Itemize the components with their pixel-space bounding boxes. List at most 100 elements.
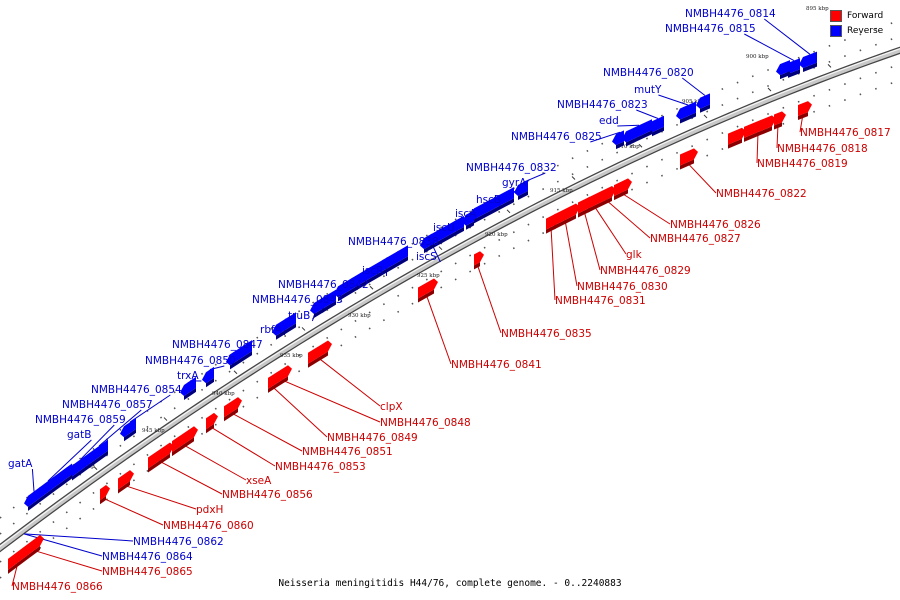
forward-gene[interactable] (172, 426, 198, 457)
reverse-gene[interactable] (180, 376, 196, 400)
reverse-gene[interactable] (676, 101, 696, 124)
forward-gene-label[interactable]: glk (626, 249, 643, 261)
reverse-gene[interactable] (202, 366, 214, 388)
forward-gene[interactable] (474, 251, 484, 270)
forward-gene-label[interactable]: NMBH4476_0830 (577, 281, 668, 293)
reverse-gene[interactable] (622, 119, 652, 147)
reverse-gene-label[interactable]: iscA (455, 208, 477, 220)
forward-gene-label[interactable]: NMBH4476_0827 (650, 233, 741, 245)
reverse-gene[interactable] (68, 452, 90, 481)
reverse-gene-label[interactable]: NMBH4476_0814 (685, 8, 776, 20)
reverse-gene-label[interactable]: NMBH4476_0862 (133, 536, 224, 548)
forward-gene[interactable] (268, 372, 280, 393)
reverse-gene-label[interactable]: NMBH4476_0847 (172, 339, 263, 351)
reverse-gene[interactable] (696, 93, 710, 113)
reverse-gene[interactable] (272, 312, 296, 340)
forward-gene[interactable] (118, 470, 134, 494)
forward-gene-label[interactable]: NMBH4476_0856 (222, 489, 313, 501)
reverse-gene-label[interactable]: NMBH4476_0825 (511, 131, 602, 143)
reverse-gene-label[interactable]: NMBH4476_0854 (91, 384, 182, 396)
reverse-gene-label[interactable]: gatA (8, 458, 33, 470)
forward-gene-label[interactable]: clpX (380, 401, 403, 413)
forward-gene-label[interactable]: NMBH4476_0822 (716, 188, 807, 200)
reverse-gene-label[interactable]: iscU (433, 222, 455, 234)
forward-gene[interactable] (308, 340, 332, 368)
forward-gene-label[interactable]: NMBH4476_0835 (501, 328, 592, 340)
reverse-gene[interactable] (420, 233, 432, 254)
reverse-gene[interactable] (36, 475, 56, 502)
forward-gene-label[interactable]: NMBH4476_0826 (670, 219, 761, 231)
reverse-gene-label[interactable]: iscR (362, 265, 383, 277)
forward-gene[interactable] (680, 148, 698, 170)
reverse-gene[interactable] (362, 245, 408, 285)
reverse-gene-label[interactable]: NMBH4476_0832 (466, 162, 557, 174)
forward-gene[interactable] (546, 213, 560, 234)
reverse-gene-label[interactable]: NMBH4476_0857 (62, 399, 153, 411)
reverse-gene[interactable] (799, 51, 817, 73)
forward-gene[interactable] (774, 111, 786, 130)
forward-gene[interactable] (418, 278, 438, 303)
forward-gene[interactable] (276, 365, 292, 388)
reverse-gene-label[interactable]: NMBH4476_0838 (348, 236, 439, 248)
reverse-gene-label[interactable]: rbfA (260, 324, 283, 336)
reverse-gene-label[interactable]: gatB (67, 429, 91, 441)
forward-gene[interactable] (600, 186, 616, 207)
forward-gene[interactable] (100, 485, 110, 505)
forward-gene[interactable] (728, 127, 746, 149)
reverse-gene[interactable] (310, 296, 324, 319)
reverse-gene-label[interactable]: hscB (476, 194, 501, 206)
forward-gene-label[interactable]: NMBH4476_0817 (800, 127, 891, 139)
forward-gene[interactable] (798, 101, 812, 120)
forward-gene-label[interactable]: NMBH4476_0841 (451, 359, 542, 371)
reverse-gene-label[interactable]: gyrA (502, 177, 527, 189)
reverse-gene-label[interactable]: NMBH4476_0864 (102, 551, 193, 563)
reverse-gene-label[interactable]: edd (599, 115, 619, 127)
forward-gene-label[interactable]: NMBH4476_0866 (12, 581, 103, 593)
reverse-gene[interactable] (334, 269, 366, 302)
reverse-gene-label[interactable]: NMBH4476_0815 (665, 23, 756, 35)
reverse-gene-label[interactable]: NMBH4476_0843 (252, 294, 343, 306)
forward-gene-label[interactable]: NMBH4476_0860 (163, 520, 254, 532)
forward-gene[interactable] (206, 412, 218, 434)
reverse-gene-label[interactable]: trxA (177, 370, 199, 382)
forward-gene-label[interactable]: NMBH4476_0818 (777, 143, 868, 155)
reverse-gene-label[interactable]: truB (288, 310, 310, 322)
reverse-gene-label[interactable]: NMBH4476_0850 (145, 355, 236, 367)
reverse-gene-label[interactable]: mutY (634, 84, 662, 96)
reverse-gene-label[interactable]: NMBH4476_0842 (278, 279, 369, 291)
forward-gene-label[interactable]: NMBH4476_0851 (302, 446, 393, 458)
reverse-gene[interactable] (776, 60, 790, 80)
reverse-gene-label[interactable]: NMBH4476_0823 (557, 99, 648, 111)
forward-gene[interactable] (744, 115, 776, 142)
forward-gene-label[interactable]: NMBH4476_0853 (275, 461, 366, 473)
forward-gene[interactable] (28, 534, 44, 559)
reverse-gene[interactable] (86, 439, 108, 468)
forward-gene-label[interactable]: NMBH4476_0865 (102, 566, 193, 578)
reverse-gene-label[interactable]: iscS (416, 251, 437, 263)
reverse-gene-label[interactable]: NMBH4476_0859 (35, 414, 126, 426)
reverse-gene[interactable] (612, 130, 624, 150)
forward-gene-label[interactable]: pdxH (196, 504, 223, 516)
forward-gene-label[interactable]: xseA (246, 475, 272, 487)
forward-gene[interactable] (224, 397, 242, 422)
reverse-gene[interactable] (514, 179, 528, 201)
reverse-gene[interactable] (120, 417, 136, 442)
scale-tick-label: 930 kbp (348, 313, 371, 319)
reverse-gene[interactable] (52, 463, 72, 491)
reverse-gene[interactable] (226, 340, 252, 370)
forward-gene[interactable] (554, 203, 580, 230)
forward-gene[interactable] (148, 442, 174, 473)
forward-gene-label[interactable]: NMBH4476_0849 (327, 432, 418, 444)
forward-gene[interactable] (8, 543, 32, 574)
reverse-gene[interactable] (24, 486, 40, 511)
reverse-gene-label[interactable]: NMBH4476_0820 (603, 67, 694, 79)
forward-gene-label[interactable]: NMBH4476_0848 (380, 417, 471, 429)
forward-gene[interactable] (578, 196, 594, 218)
forward-gene-label[interactable]: NMBH4476_0819 (757, 158, 848, 170)
forward-gene[interactable] (614, 178, 632, 201)
reverse-gene[interactable] (470, 187, 514, 224)
forward-gene-label[interactable]: NMBH4476_0829 (600, 265, 691, 277)
forward-gene[interactable] (588, 191, 604, 213)
forward-gene-label[interactable]: NMBH4476_0831 (555, 295, 646, 307)
reverse-gene[interactable] (462, 210, 474, 230)
